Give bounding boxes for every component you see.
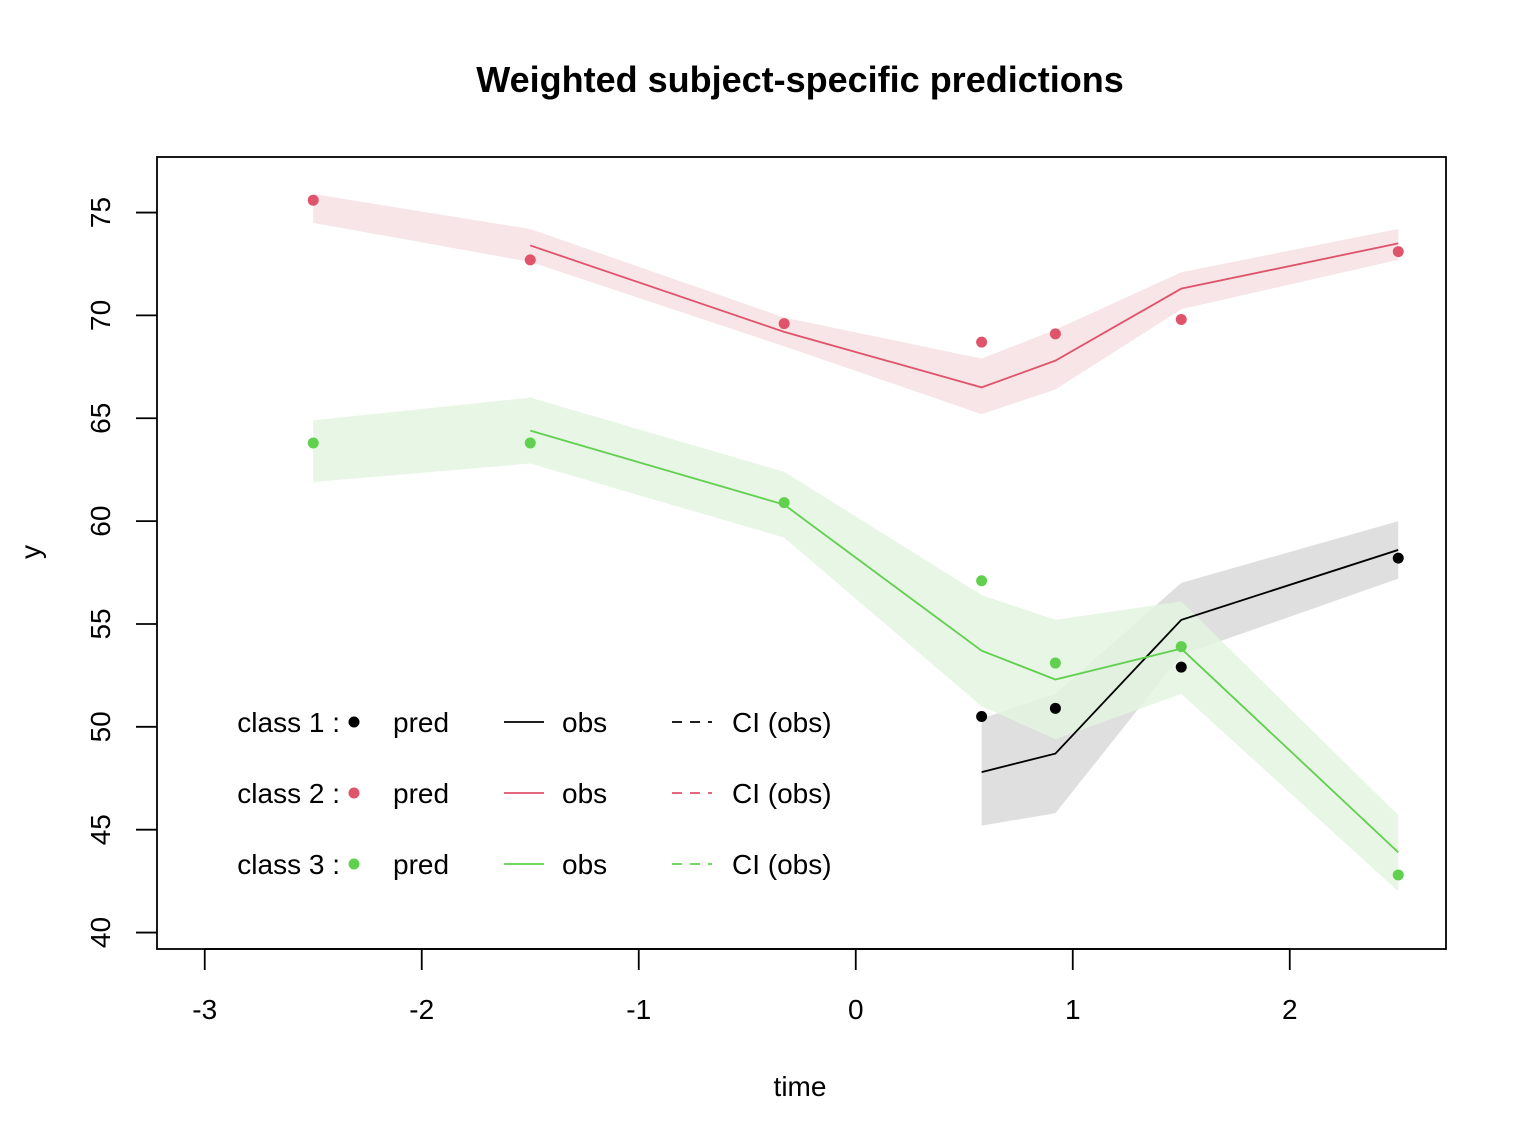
legend-pred-label: pred [393, 849, 449, 880]
legend-ci-label: CI (obs) [732, 778, 832, 809]
obs-line-class-1 [981, 549, 1399, 773]
legend-ci-label: CI (obs) [732, 707, 832, 738]
pred-point-class-2 [1049, 328, 1061, 340]
obs-line-class-3 [529, 429, 1399, 853]
pred-point-class-1 [976, 711, 988, 723]
y-tick-label: 55 [85, 608, 116, 639]
y-tick-label: 70 [85, 300, 116, 331]
legend-class-label: class 1 : [237, 707, 340, 738]
pred-point-class-3 [307, 437, 319, 449]
pred-point-class-2 [1175, 314, 1187, 326]
pred-point-class-1 [1049, 702, 1061, 714]
legend-background [157, 650, 849, 933]
x-tick-label: -2 [409, 994, 434, 1025]
legend-pred-label: pred [393, 707, 449, 738]
x-axis-label: time [774, 1071, 827, 1102]
x-tick-label: 0 [848, 994, 864, 1025]
chart-title: Weighted subject-specific predictions [476, 59, 1123, 100]
x-tick-label: -3 [192, 994, 217, 1025]
pred-point-class-3 [1392, 869, 1404, 881]
legend-pred-marker [348, 787, 360, 799]
y-tick-label: 75 [85, 197, 116, 228]
pred-point-class-2 [1392, 246, 1404, 258]
pred-point-class-3 [1175, 641, 1187, 653]
x-tick-label: 1 [1065, 994, 1081, 1025]
y-tick-label: 65 [85, 403, 116, 434]
pred-point-class-2 [778, 318, 790, 330]
pred-point-class-3 [778, 497, 790, 509]
pred-point-class-2 [976, 336, 988, 348]
ci-band-class-2 [313, 194, 1399, 415]
legend: class 1 : pred obs CI (obs) class 2 : pred obs… [157, 650, 849, 933]
axes: -3 -2 -1 0 1 2 40 45 50 55 60 65 70 75 [85, 156, 1447, 1025]
obs-line-class-2 [529, 242, 1399, 389]
legend-class-label: class 2 : [237, 778, 340, 809]
legend-pred-marker [348, 858, 360, 870]
y-tick-label: 60 [85, 506, 116, 537]
y-tick-label: 40 [85, 917, 116, 948]
y-tick-label: 45 [85, 814, 116, 845]
pred-point-class-2 [524, 254, 536, 266]
legend-class-label: class 3 : [237, 849, 340, 880]
pred-point-class-2 [307, 194, 319, 206]
legend-obs-label: obs [562, 707, 607, 738]
x-tick-label: -1 [626, 994, 651, 1025]
legend-ci-label: CI (obs) [732, 849, 832, 880]
legend-obs-label: obs [562, 849, 607, 880]
ci-band-class-1 [981, 521, 1399, 826]
legend-obs-label: obs [562, 778, 607, 809]
y-tick-label: 50 [85, 711, 116, 742]
x-tick-label: 2 [1282, 994, 1298, 1025]
pred-point-class-3 [976, 575, 988, 587]
pred-point-class-1 [1175, 661, 1187, 673]
y-axis-label: y [15, 545, 46, 559]
plot-area [307, 194, 1404, 892]
pred-point-class-3 [524, 437, 536, 449]
pred-point-class-1 [1392, 552, 1404, 564]
legend-pred-label: pred [393, 778, 449, 809]
pred-point-class-3 [1049, 657, 1061, 669]
legend-pred-marker [348, 716, 360, 728]
